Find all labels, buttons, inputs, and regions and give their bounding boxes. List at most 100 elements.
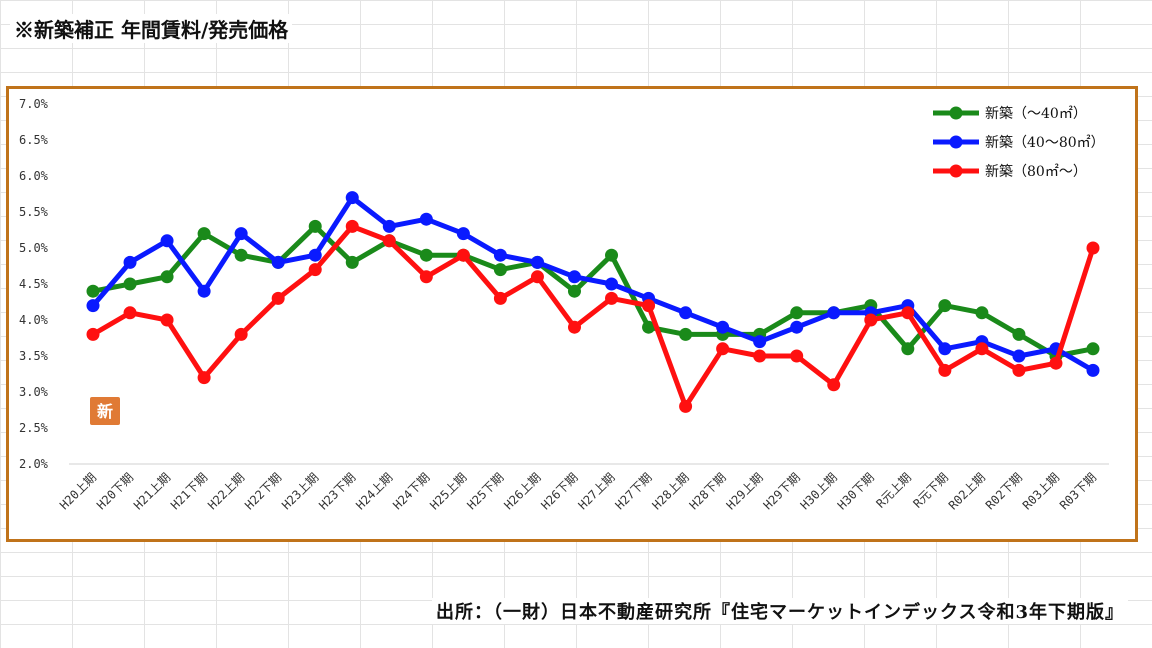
data-point [197,227,211,241]
x-tick-label: H21上期 [131,470,173,512]
data-point [345,219,359,233]
x-tick-label: R元上期 [873,470,913,510]
y-tick-label: 6.5% [19,133,49,147]
x-tick-label: H30下期 [835,470,877,512]
data-point [160,313,174,327]
legend-label: 新築（40～80㎡） [985,135,1105,151]
data-point [234,248,248,262]
data-point [382,219,396,233]
data-point [345,191,359,205]
x-tick-label: H27下期 [612,470,654,512]
data-point [493,248,507,262]
data-point [938,299,952,313]
line-chart: 7.0% 6.5% 6.0% 5.5% 5.0% 4.5% 4.0% 3.5% 3.0% 2.5%… [19,97,1109,512]
y-tick-label: 3.0% [19,385,49,399]
data-point [493,263,507,277]
x-tick-label: R元下期 [911,470,951,510]
data-point [901,306,915,320]
y-tick-label: 6.0% [19,169,49,183]
data-point [86,299,100,313]
data-point [123,277,137,291]
x-tick-label: H28上期 [650,470,692,512]
data-point [86,327,100,341]
data-point [419,248,433,262]
data-point [123,255,137,269]
data-point [753,335,767,349]
data-point [642,320,656,334]
data-point [1012,327,1026,341]
legend-swatch-marker [949,135,963,149]
data-point [679,399,693,413]
data-point [419,212,433,226]
x-tick-label: H28下期 [687,470,729,512]
data-point [567,284,581,298]
page-title: ※新築補正 年間賃料/発売価格 [10,14,293,43]
data-point [642,299,656,313]
data-point [160,270,174,284]
data-point [456,248,470,262]
data-point [1086,363,1100,377]
x-tick-label: H24下期 [390,470,432,512]
x-tick-label: R02上期 [946,470,988,512]
x-tick-label: H22下期 [242,470,284,512]
source-note: 出所：（一財）日本不動産研究所『住宅マーケットインデックス令和3年下期版』 [432,598,1128,624]
y-tick-label: 3.5% [19,349,49,363]
x-tick-label: R03下期 [1057,470,1099,512]
data-point [456,227,470,241]
data-point [345,255,359,269]
data-point [716,342,730,356]
data-point [271,291,285,305]
data-point [1086,342,1100,356]
data-point [234,227,248,241]
data-point [1012,363,1026,377]
x-tick-label: H25上期 [427,470,469,512]
data-point [790,349,804,363]
data-point [1049,356,1063,370]
data-point [271,255,285,269]
x-tick-label: H20下期 [94,470,136,512]
data-point [679,327,693,341]
x-tick-label: H29下期 [761,470,803,512]
data-point [827,306,841,320]
data-point [530,270,544,284]
y-tick-label: 2.5% [19,421,49,435]
data-point [938,342,952,356]
data-point [975,342,989,356]
data-point [530,255,544,269]
data-point [1012,349,1026,363]
legend: 新築（～40㎡） 新築（40～80㎡） 新築（80㎡～） [933,106,1105,180]
x-tick-label: R03上期 [1020,470,1062,512]
x-tick-label: H23下期 [316,470,358,512]
data-point [382,234,396,248]
new-badge: 新 [90,397,120,425]
chart-frame: 7.0% 6.5% 6.0% 5.5% 5.0% 4.5% 4.0% 3.5% 3.0% 2.5%… [6,86,1138,542]
data-point [975,306,989,320]
y-tick-label: 7.0% [19,97,49,111]
x-tick-label: H21下期 [168,470,210,512]
legend-entry: 新築（40～80㎡） [933,135,1105,151]
data-point [1086,241,1100,255]
data-point [790,320,804,334]
data-point [605,277,619,291]
data-point [864,313,878,327]
y-tick-label: 4.5% [19,277,49,291]
series-line [90,195,1096,373]
y-tick-label: 5.5% [19,205,49,219]
x-tick-label: H23上期 [279,470,321,512]
x-tick-label: H20上期 [57,470,99,512]
data-point [234,327,248,341]
series-3 [86,219,1100,413]
data-point [605,291,619,305]
y-tick-label: 5.0% [19,241,49,255]
data-point [160,234,174,248]
data-point [197,284,211,298]
data-point [679,306,693,320]
y-tick-label: 4.0% [19,313,49,327]
data-point [419,270,433,284]
series-line [90,223,1096,409]
x-tick-label: R02下期 [983,470,1025,512]
data-point [197,371,211,385]
data-point [567,320,581,334]
x-tick-label: H24上期 [353,470,395,512]
data-point [493,291,507,305]
